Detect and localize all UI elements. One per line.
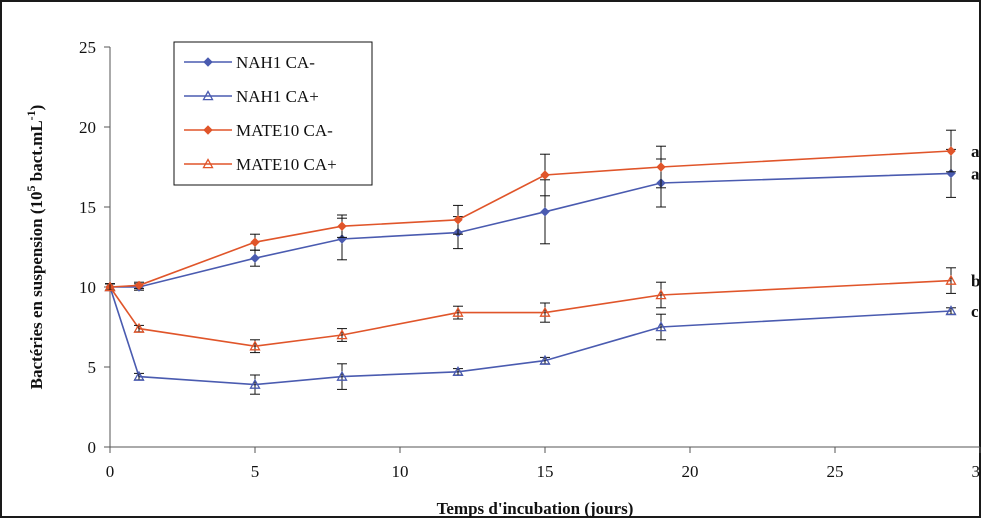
y-axis-title: Bactéries en suspension (105 bact.mL-1) bbox=[24, 105, 46, 390]
series-line bbox=[110, 173, 951, 287]
legend-label: NAH1 CA+ bbox=[236, 87, 319, 106]
data-point bbox=[541, 171, 549, 179]
group-label: c bbox=[971, 302, 979, 321]
y-tick-label: 25 bbox=[79, 38, 96, 57]
group-label: a bbox=[971, 142, 980, 161]
y-tick-label: 10 bbox=[79, 278, 96, 297]
series-line bbox=[110, 287, 951, 385]
y-tick-label: 15 bbox=[79, 198, 96, 217]
group-label: b bbox=[971, 272, 980, 291]
legend: NAH1 CA- NAH1 CA+ MATE10 CA- MATE10 CA+ bbox=[174, 42, 372, 185]
x-tick-label: 30 bbox=[972, 462, 981, 481]
x-axis-title: Temps d'incubation (jours) bbox=[437, 499, 634, 518]
series-3 bbox=[105, 268, 956, 353]
data-point bbox=[251, 238, 259, 246]
x-tick-label: 5 bbox=[251, 462, 260, 481]
data-point bbox=[657, 163, 665, 171]
data-point bbox=[947, 147, 955, 155]
x-tick-label: 15 bbox=[537, 462, 554, 481]
data-point bbox=[251, 254, 259, 262]
y-tick-label: 0 bbox=[88, 438, 97, 457]
x-tick-label: 20 bbox=[682, 462, 699, 481]
x-tick-label: 25 bbox=[827, 462, 844, 481]
y-tick-label: 20 bbox=[79, 118, 96, 137]
x-tick-label: 0 bbox=[106, 462, 115, 481]
series-1 bbox=[105, 283, 956, 395]
legend-label: NAH1 CA- bbox=[236, 53, 315, 72]
legend-label: MATE10 CA- bbox=[236, 121, 333, 140]
legend-label: MATE10 CA+ bbox=[236, 155, 337, 174]
x-tick-label: 10 bbox=[392, 462, 409, 481]
series-line bbox=[110, 281, 951, 347]
data-point bbox=[541, 208, 549, 216]
y-tick-label: 5 bbox=[88, 358, 97, 377]
group-label: a bbox=[971, 164, 980, 183]
data-point bbox=[338, 222, 346, 230]
